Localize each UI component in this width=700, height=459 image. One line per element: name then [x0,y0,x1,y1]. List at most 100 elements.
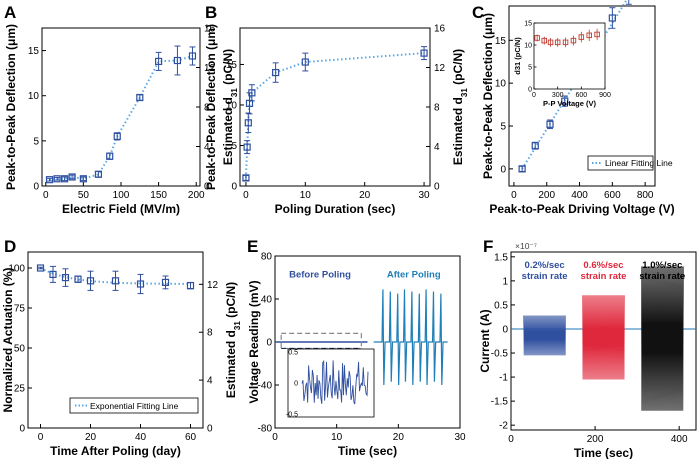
legend-box [587,155,654,171]
y-multiplier: ×10⁻⁷ [515,241,537,251]
inset-y-tick-label: 5 [528,65,532,72]
legend-label: Linear Fitting Line [605,158,673,168]
inset-noise-trace [301,359,369,405]
pulse-marker [383,339,385,342]
y-tick-label: 0 [33,182,39,193]
inset-x-label: P-P Voltage (V) [543,99,597,108]
data-point [94,170,103,178]
zoom-box [280,332,362,350]
after-poling-trace [373,289,448,386]
y-axis-label: Current (A) [478,309,492,372]
x-tick-label: 0 [43,190,49,201]
y-axis-label: Voltage Reading (mV) [247,280,261,403]
data-point [155,57,163,66]
y-tick-label: 10 [226,100,238,111]
plot-frame [510,251,697,431]
y2-axis-label: Estimated d31 (pC/N) [451,49,469,165]
y-tick-label: 0.5 [494,300,508,311]
inset-x-tick-label: 300 [552,92,564,99]
data-point [301,58,309,66]
y-tick-label: -2 [499,421,508,432]
x-tick-label: 100 [113,190,130,201]
data-point [113,132,121,140]
inset-y-tick-label: 15 [524,21,532,28]
data-point [49,270,57,278]
data-point [244,119,252,127]
x-tick-label: 400 [671,434,688,445]
series-label: Before Poling [289,270,351,281]
x-tick-label: 800 [637,190,654,201]
x-tick-label: 30 [419,190,431,201]
y-tick-label: 5 [33,136,39,147]
y-tick-label: 80 [261,252,273,263]
data-point [161,278,170,286]
inset-y-tick-label: 0 [528,87,532,94]
data-point [242,174,250,182]
series-label-strain: strain rate [581,271,627,282]
y-tick-label: 15 [28,46,40,57]
data-point [79,175,87,183]
inset-point [534,35,540,41]
inset-y-tick-label: 10 [524,43,532,50]
panel-c: C 0 200 400 600 800 0 5 10 15 Peak-to-Peak Driving… [472,0,675,216]
panel-letter: B [205,3,217,22]
y-tick-label: 5 [231,141,237,152]
x-tick-label: 60 [185,432,197,443]
pulse-marker [390,339,392,342]
x-tick-label: 200 [538,190,555,201]
series-label-rate: 0.6%/sec [583,260,623,271]
y2-tick-label: 0 [434,182,440,193]
y-axis-label: Normalized Actuation (%) [1,268,15,413]
data-point [45,176,54,184]
y-tick-label: -40 [258,381,273,392]
x-tick-label: 40 [135,432,147,443]
y-tick-label: 100 [8,264,25,275]
series-label-rate: 0.2%/sec [525,260,565,271]
series-label-strain: strain rate [639,271,685,282]
current-trace [523,315,566,356]
y2-tick-label: 4 [207,376,213,387]
data-point [60,175,69,183]
y-tick-label: 0 [231,182,237,193]
data-point [420,49,428,57]
panel-letter: F [483,237,493,256]
inset-point [562,39,569,46]
y-axis-label: Peak-to-Peak Deflection (μm) [481,13,495,179]
data-point [186,282,195,290]
x-tick-label: 30 [454,432,466,443]
y2-axis-label: Estimated d31 (pC/N) [224,282,242,398]
inset-point [570,37,577,44]
data-point [136,93,144,102]
x-tick-label: 0 [508,434,514,445]
inset-x-tick-label: 0 [532,92,536,99]
x-tick-label: 0 [243,190,249,201]
x-tick-label: 200 [587,434,604,445]
y-tick-label: 0 [266,338,272,349]
y2-tick-label: 8 [434,103,440,114]
y-tick-label: 50 [14,344,26,355]
y2-tick-label: 4 [434,142,440,153]
y-axis-label: Peak-to-Peak Deflection (μm) [4,24,18,190]
pulse-marker [433,339,435,342]
inset-y-label: d31 (pC/N) [513,37,522,75]
data-point [272,68,280,77]
inset-y-tick-label: -0.5 [286,412,298,419]
plot-frame [508,5,656,187]
x-tick-label: 400 [571,190,588,201]
panel-f: F 0 200 400 -2 -1.5 -1 -0.5 0 0.5 1 1.5 Time (sec) Cu… [478,237,697,459]
x-axis-label: Time (sec) [338,444,397,458]
data-point [188,52,197,60]
x-tick-label: 0 [511,190,517,201]
inset-point [541,37,548,44]
plot-frame [27,251,204,429]
data-point [245,99,254,107]
panel-letter: C [472,3,484,22]
data-point [74,275,82,283]
x-tick-label: 50 [78,190,90,201]
y2-tick-label: 16 [434,24,446,35]
x-tick-label: 200 [188,190,205,201]
x-axis-label: Time (sec) [574,446,633,459]
data-point [173,56,182,65]
